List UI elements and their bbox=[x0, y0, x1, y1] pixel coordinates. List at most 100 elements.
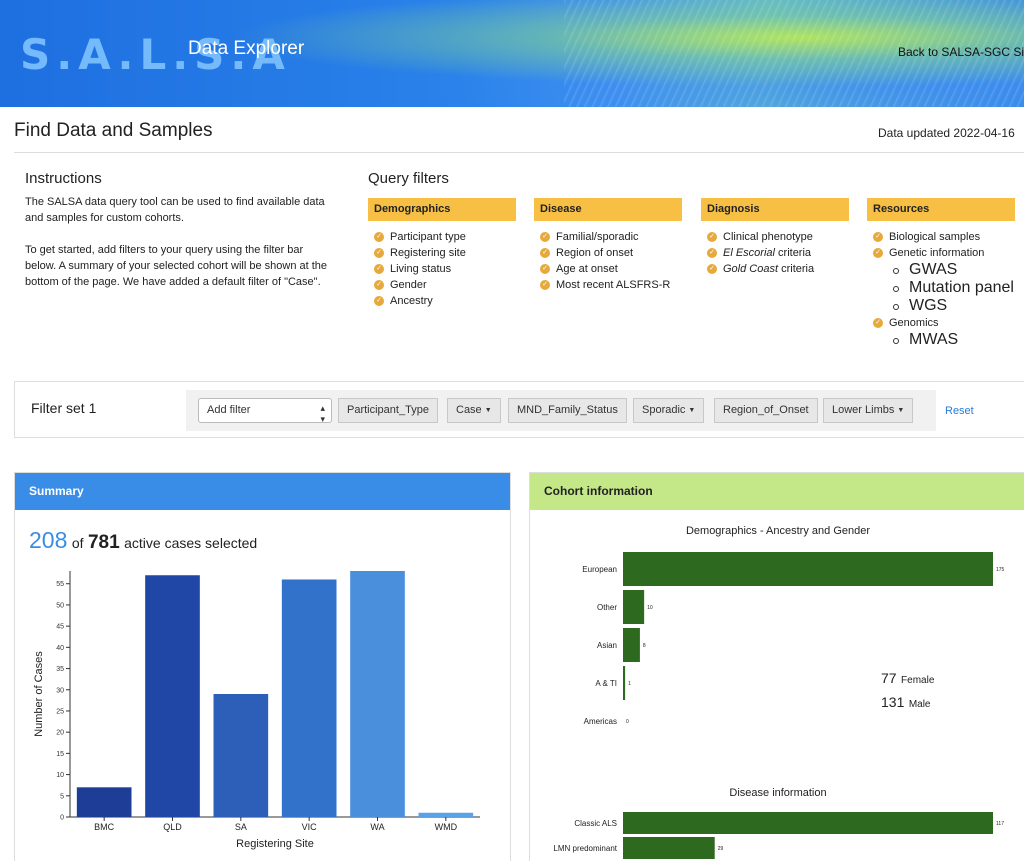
total-count: 781 bbox=[87, 532, 120, 553]
back-to-site-link[interactable]: Back to SALSA-SGC Sit bbox=[898, 45, 1024, 59]
check-icon: ✓ bbox=[374, 296, 384, 306]
check-icon: ✓ bbox=[540, 248, 550, 258]
y-tick-label: 20 bbox=[56, 730, 64, 737]
x-tick-label: VIC bbox=[302, 822, 318, 832]
cohort-header: Cohort information bbox=[530, 473, 1024, 510]
male-count-row: 131 Male bbox=[881, 694, 931, 710]
bar bbox=[76, 787, 132, 817]
y-tick-label: 35 bbox=[56, 666, 64, 673]
y-tick-label: 30 bbox=[56, 687, 64, 694]
filter-item: ✓ Age at onset bbox=[540, 261, 682, 277]
category-label: Classic ALS bbox=[574, 819, 617, 828]
data-label: 0 bbox=[626, 719, 629, 725]
data-updated-text: Data updated 2022-04-16 bbox=[878, 126, 1015, 140]
data-label: 29 bbox=[718, 846, 724, 852]
filter-item: ✓ Region of onset bbox=[540, 245, 682, 261]
y-tick-label: 5 bbox=[60, 793, 64, 800]
instructions-paragraph-1: The SALSA data query tool can be used to… bbox=[25, 196, 325, 224]
filter-set-bar: Filter set 1 Add filter ▴ ▾ Participant_T… bbox=[14, 381, 1024, 438]
salsa-logo[interactable]: S.A.L.S.A bbox=[20, 30, 291, 79]
filter-item: ✓ Participant type bbox=[374, 229, 516, 245]
caret-down-icon: ▼ bbox=[897, 407, 905, 414]
summary-header: Summary bbox=[15, 473, 510, 510]
female-count: 77 bbox=[881, 670, 897, 686]
filter-item: ✓ Familial/sporadic bbox=[540, 229, 682, 245]
check-icon: ✓ bbox=[374, 280, 384, 290]
filter-item: ✓ Living status bbox=[374, 261, 516, 277]
caret-down-icon: ▼ bbox=[688, 407, 696, 414]
caret-down-icon: ▼ bbox=[484, 407, 492, 414]
chart-title: Demographics - Ancestry and Gender bbox=[686, 525, 870, 537]
banner-texture bbox=[564, 0, 1024, 107]
filter-item: ✓ Ancestry bbox=[374, 293, 516, 309]
chart-title: Disease information bbox=[729, 787, 826, 799]
category-label: Americas bbox=[584, 717, 617, 726]
x-tick-label: WMD bbox=[435, 822, 458, 832]
y-tick-label: 25 bbox=[56, 708, 64, 715]
check-icon: ✓ bbox=[374, 248, 384, 258]
filter-item: ✓ El Escorial criteria bbox=[707, 245, 849, 261]
y-tick-label: 10 bbox=[56, 772, 64, 779]
filter-set-label: Filter set 1 bbox=[31, 400, 97, 416]
select-arrows-icon: ▴ ▾ bbox=[320, 403, 325, 424]
check-icon: ✓ bbox=[873, 232, 883, 242]
y-tick-label: 55 bbox=[56, 581, 64, 588]
reset-link[interactable]: Reset bbox=[945, 405, 974, 417]
data-label: 1 bbox=[628, 681, 631, 687]
x-axis-label: Registering Site bbox=[236, 838, 314, 850]
filter-key-region-of-onset: Region_of_Onset bbox=[714, 398, 818, 423]
filter-item: ✓ Gold Coast criteria bbox=[707, 261, 849, 277]
diagnosis-header: Diagnosis bbox=[701, 198, 849, 221]
filter-value-dropdown[interactable]: Case ▼ bbox=[447, 398, 501, 423]
filter-chip-area: Add filter ▴ ▾ Participant_Type Case ▼ MND… bbox=[186, 390, 936, 431]
filter-value-dropdown[interactable]: Sporadic ▼ bbox=[633, 398, 705, 423]
x-tick-label: QLD bbox=[163, 822, 182, 832]
y-axis-label: Number of Cases bbox=[33, 651, 45, 737]
filter-value-dropdown[interactable]: Lower Limbs ▼ bbox=[823, 398, 914, 423]
bar bbox=[623, 837, 715, 859]
y-tick-label: 15 bbox=[56, 751, 64, 758]
category-label: Other bbox=[597, 603, 617, 612]
check-icon: ✓ bbox=[540, 264, 550, 274]
check-icon: ✓ bbox=[374, 264, 384, 274]
data-label: 175 bbox=[996, 567, 1005, 573]
category-label: A & TI bbox=[595, 679, 617, 688]
filter-subitem: GWAS bbox=[893, 261, 1015, 279]
bar bbox=[623, 628, 640, 662]
y-tick-label: 40 bbox=[56, 645, 64, 652]
add-filter-select[interactable]: Add filter ▴ ▾ bbox=[198, 398, 332, 424]
data-label: 10 bbox=[647, 605, 653, 611]
bar bbox=[623, 590, 645, 624]
instructions-title: Instructions bbox=[25, 170, 102, 187]
check-icon: ✓ bbox=[374, 232, 384, 242]
disease-bar-chart: Disease information Classic ALS 117 LMN pre… bbox=[553, 787, 1004, 859]
header-banner: S.A.L.S.A Data Explorer Back to SALSA-SG… bbox=[0, 0, 1024, 107]
female-count-row: 77 Female bbox=[881, 670, 935, 686]
registering-site-bar-chart: 0 5 10 15 20 25 30 35 40 45 50 55 BMC QLD SA VIC WA WMD Re… bbox=[33, 571, 480, 850]
check-icon: ✓ bbox=[540, 232, 550, 242]
resources-filter-group: Resources ✓ Biological samples ✓ Genetic i… bbox=[867, 198, 1015, 349]
check-icon: ✓ bbox=[707, 264, 717, 274]
data-label: 8 bbox=[643, 643, 646, 649]
bar bbox=[213, 694, 269, 817]
summary-panel: Summary 208 of 781 active cases selected… bbox=[14, 472, 511, 861]
check-icon: ✓ bbox=[707, 232, 717, 242]
filter-item: ✓ Clinical phenotype bbox=[707, 229, 849, 245]
category-label: LMN predominant bbox=[553, 844, 617, 853]
bar bbox=[350, 571, 405, 817]
bar bbox=[623, 552, 993, 586]
check-icon: ✓ bbox=[707, 248, 717, 258]
disease-filter-group: Disease ✓ Familial/sporadic ✓ Region of on… bbox=[534, 198, 682, 293]
filter-key-mnd-family-status: MND_Family_Status bbox=[508, 398, 627, 423]
filter-subitem: WGS bbox=[893, 297, 1015, 315]
app-title: Data Explorer bbox=[188, 38, 305, 59]
bar bbox=[145, 575, 200, 817]
y-tick-label: 50 bbox=[56, 602, 64, 609]
page-title: Find Data and Samples bbox=[14, 120, 213, 141]
demographics-filter-group: Demographics ✓ Participant type ✓ Register… bbox=[368, 198, 516, 309]
check-icon: ✓ bbox=[873, 318, 883, 328]
resources-header: Resources bbox=[867, 198, 1015, 221]
filter-item: ✓ Most recent ALSFRS-R bbox=[540, 277, 682, 293]
y-tick-label: 45 bbox=[56, 624, 64, 631]
divider bbox=[14, 152, 1024, 153]
